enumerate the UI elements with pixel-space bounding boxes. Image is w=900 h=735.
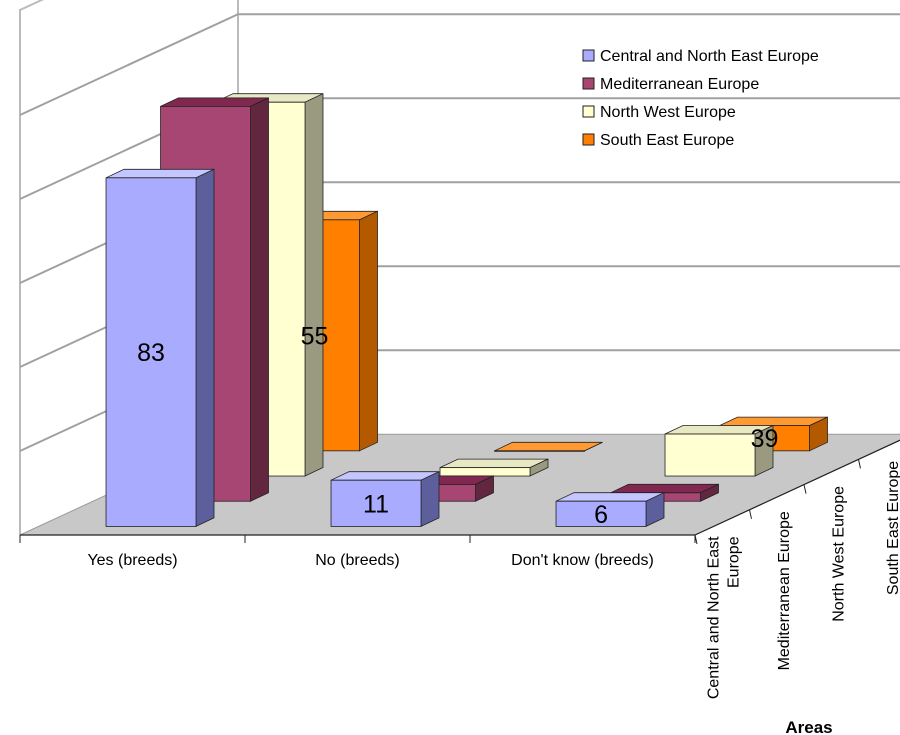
bar	[494, 441, 603, 452]
x-axis: Yes (breeds) No (breeds) Don't know (breed…	[19, 534, 696, 569]
bar-front	[105, 177, 197, 527]
depth-tick-label: Mediterranean Europe	[776, 511, 793, 670]
gridline	[19, 13, 900, 116]
bar-side	[420, 471, 440, 528]
legend-swatch	[582, 133, 595, 146]
x-tick-label: No (breeds)	[315, 552, 399, 569]
bar-side	[584, 441, 603, 452]
legend-swatch	[582, 105, 595, 118]
depth-tick	[858, 459, 861, 469]
legend-swatch	[582, 49, 595, 62]
depth-axis: Areas Central and North East Europe Medite…	[694, 439, 900, 735]
x-tick-label: Yes (breeds)	[87, 552, 177, 569]
depth-axis-title: Areas	[785, 718, 832, 735]
data-label: 6	[594, 501, 608, 529]
depth-tick	[694, 534, 698, 545]
data-label: 39	[751, 425, 779, 453]
legend: Central and North East Europe Mediterrane…	[582, 48, 819, 149]
bar	[664, 424, 774, 477]
bar	[555, 492, 665, 528]
bar	[330, 471, 440, 528]
legend-label: North West Europe	[600, 104, 736, 121]
depth-tick-label: North West Europe	[830, 486, 847, 622]
bar-front	[494, 450, 585, 452]
bars	[105, 93, 828, 528]
side-wall	[19, 0, 45, 535]
depth-tick-label: Central and North East Europe	[705, 536, 742, 699]
legend-label: Mediterranean Europe	[600, 76, 759, 93]
legend-label: South East Europe	[600, 132, 734, 149]
bar-side	[304, 93, 324, 477]
legend-swatch	[582, 77, 595, 90]
data-label: 55	[301, 322, 329, 350]
bar	[439, 458, 549, 477]
data-labels: 39 55 6 11 83	[137, 322, 778, 528]
x-tick-label: Don't know (breeds)	[511, 552, 654, 569]
bar-front	[664, 433, 756, 477]
depth-tick	[803, 484, 807, 494]
bar-front	[439, 467, 531, 477]
bar	[105, 168, 215, 528]
bar-side	[195, 168, 215, 528]
bar-side	[359, 210, 378, 452]
depth-tick-label: South East Europe	[885, 461, 900, 595]
bar-front	[555, 500, 647, 527]
bar-side	[250, 97, 269, 502]
legend-label: Central and North East Europe	[600, 48, 819, 65]
data-label: 83	[137, 339, 165, 367]
bar-front	[330, 479, 422, 527]
depth-tick	[749, 509, 752, 519]
data-label: 11	[363, 490, 389, 518]
